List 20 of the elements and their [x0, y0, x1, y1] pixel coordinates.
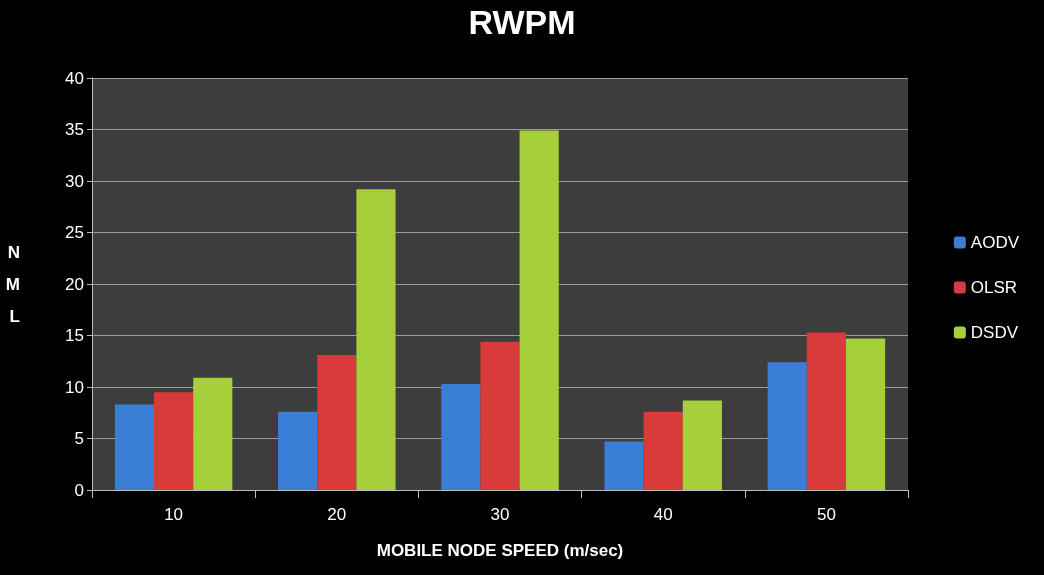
chart-title: RWPM	[468, 3, 576, 41]
x-tick-label: 40	[653, 505, 673, 524]
legend-label: AODV	[970, 233, 1020, 252]
y-tick-label: 15	[65, 326, 84, 345]
legend-label: OLSR	[970, 278, 1018, 297]
y-tick-label: 10	[65, 377, 84, 397]
y-tick-label: 30	[65, 171, 84, 191]
y-tick-label: 5	[74, 429, 84, 448]
y-tick-label: 40	[65, 68, 84, 88]
y-tick-label: 35	[65, 120, 84, 139]
y-tick-label: 25	[65, 223, 84, 242]
x-tick-label: 50	[816, 505, 836, 524]
x-tick-label: 30	[490, 505, 510, 524]
y-tick-label: 0	[74, 480, 84, 500]
x-tick-label: 10	[164, 505, 184, 524]
x-axis-title: MOBILE NODE SPEED (m/sec)	[376, 541, 624, 560]
y-axis-title: NML	[5, 242, 20, 326]
y-tick-label: 20	[65, 274, 84, 294]
x-tick-label: 20	[327, 505, 347, 524]
legend-label: DSDV	[970, 323, 1019, 342]
